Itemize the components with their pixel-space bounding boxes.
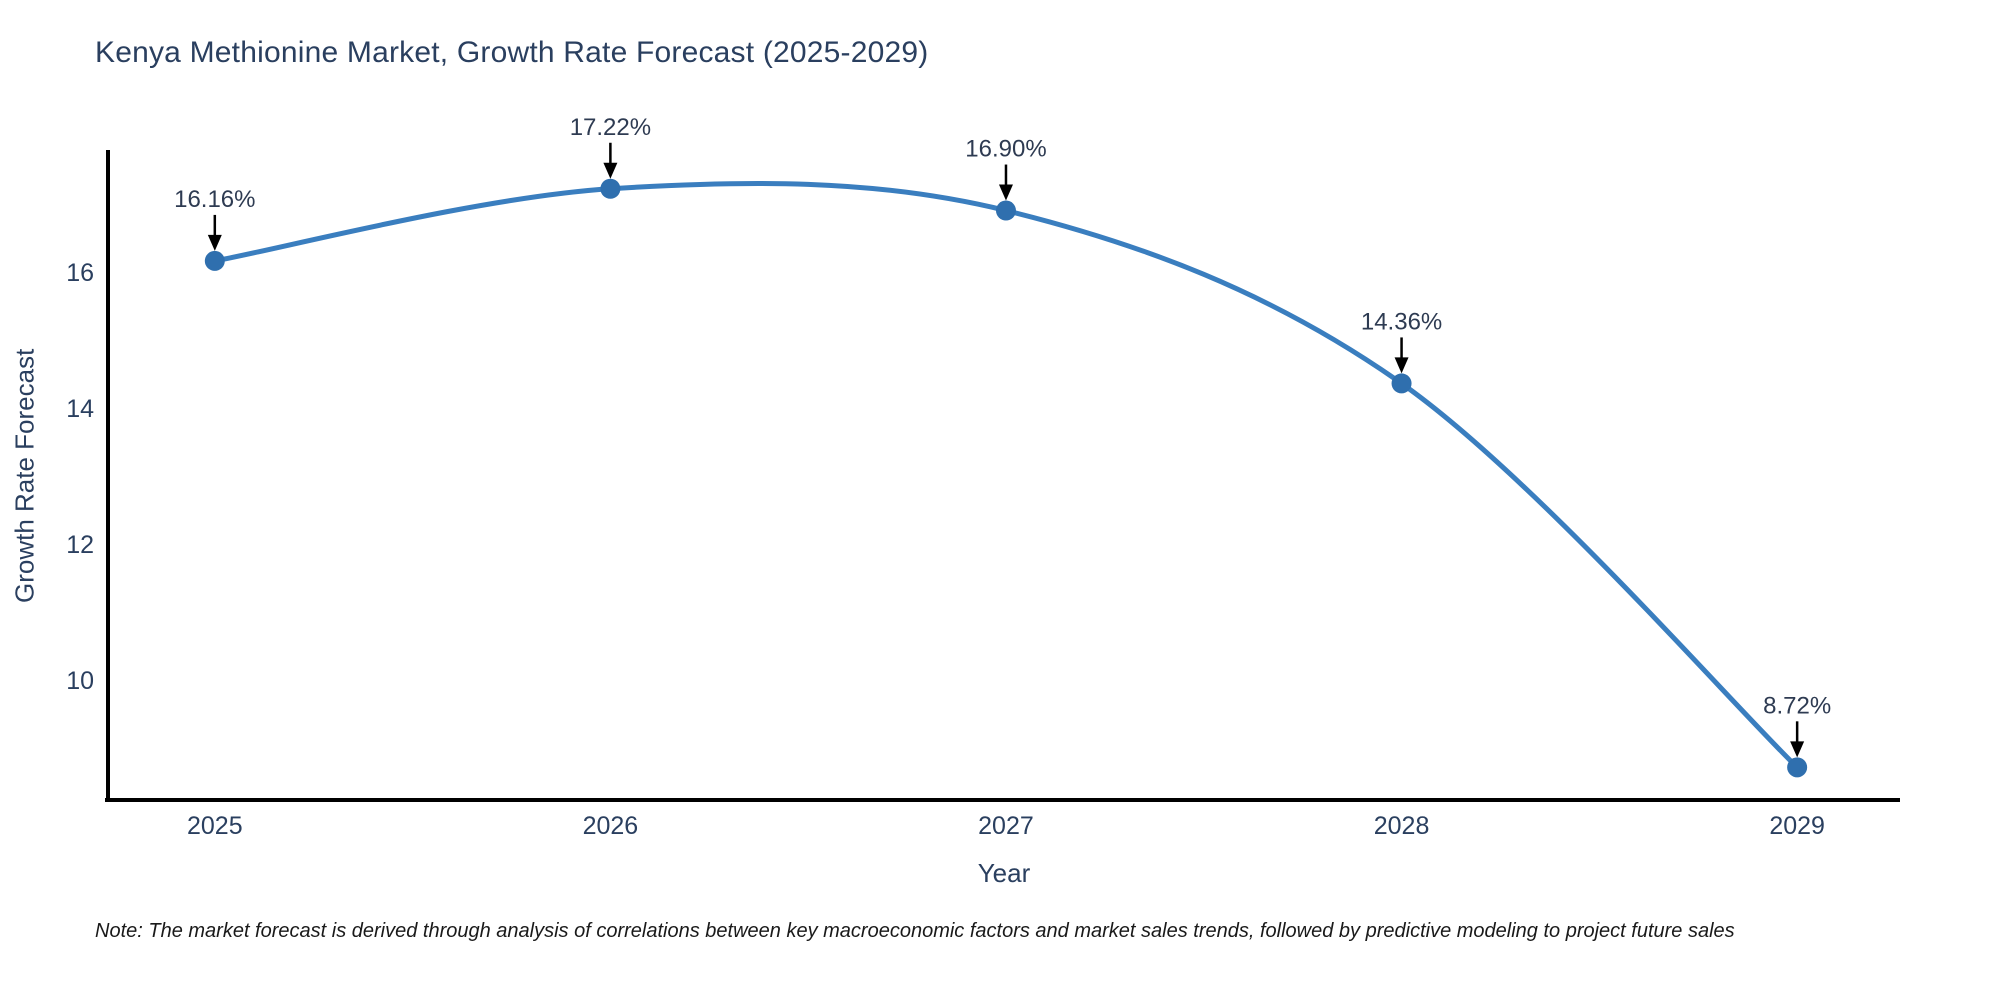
data-label-annotation: 16.90% [965,136,1046,163]
annotation-arrow-head [207,234,222,251]
data-point [995,200,1016,221]
y-tick-label: 10 [66,667,94,695]
forecast-line [212,180,1800,770]
annotation-arrow-head [998,184,1013,201]
data-label-annotation: 14.36% [1361,308,1442,335]
footnote: Note: The market forecast is derived thr… [95,920,1735,942]
annotation-arrow-head [1790,741,1805,758]
y-tick-label: 16 [66,259,94,287]
data-label-annotation: 8.72% [1763,692,1831,719]
x-tick-label: 2029 [1769,812,1825,840]
annotation-arrow-head [603,162,618,179]
data-label-annotation: 16.16% [174,186,255,213]
y-tick-label: 14 [66,395,94,423]
y-tick-label: 12 [66,531,94,559]
x-tick-label: 2025 [187,812,243,840]
data-point [600,178,621,199]
data-point [204,250,225,271]
chart-title: Kenya Methionine Market, Growth Rate For… [95,36,929,69]
annotation-arrow-head [1394,357,1409,374]
x-tick-label: 2027 [978,812,1034,840]
x-axis-title: Year [977,858,1031,888]
data-point [1787,757,1808,778]
data-label-annotation: 17.22% [570,114,651,141]
y-axis-title: Growth Rate Forecast [9,348,40,604]
x-tick-label: 2028 [1374,812,1430,840]
x-tick-label: 2026 [583,812,639,840]
data-point [1391,373,1412,394]
